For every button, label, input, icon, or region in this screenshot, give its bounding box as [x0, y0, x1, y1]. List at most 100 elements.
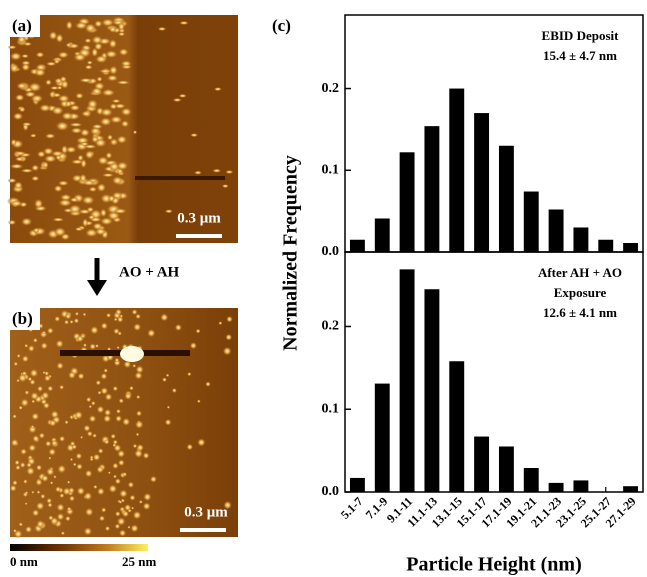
bar — [374, 218, 390, 252]
afm-grain — [68, 122, 83, 127]
afm-grain — [100, 372, 108, 380]
afm-grain — [103, 414, 112, 423]
afm-grain — [83, 527, 93, 536]
afm-grain — [193, 170, 203, 175]
bar — [424, 289, 440, 492]
afm-grain — [190, 133, 199, 138]
colorbar-label: 25 nm — [122, 554, 156, 569]
afm-grain — [74, 21, 88, 30]
afm-grain — [56, 362, 64, 370]
afm-grain — [89, 457, 94, 462]
bar — [424, 126, 440, 252]
afm-grain — [105, 151, 113, 159]
afm-grain — [115, 308, 122, 316]
afm-grain — [120, 120, 130, 128]
afm-grain — [106, 74, 119, 82]
afm-grain — [44, 370, 50, 376]
afm-grain — [65, 146, 77, 154]
afm-grain — [66, 480, 71, 484]
afm-grain — [12, 112, 24, 121]
afm-grain — [84, 507, 94, 517]
afm-grain — [135, 365, 144, 374]
afm-grain — [138, 499, 143, 504]
afm-grain — [117, 21, 125, 32]
afm-grain — [95, 379, 102, 386]
afm-grain — [135, 313, 141, 320]
afm-grain — [84, 38, 92, 44]
afm-grain — [35, 464, 43, 471]
afm-grain — [16, 34, 27, 45]
bar — [349, 477, 365, 492]
afm-grain — [223, 500, 232, 510]
afm-grain — [86, 206, 95, 213]
afm-grain — [113, 474, 117, 479]
afm-grain — [89, 343, 97, 350]
afm-grain — [100, 322, 108, 330]
afm-grain — [35, 51, 45, 58]
afm-grain — [76, 463, 83, 470]
afm-grain — [77, 372, 85, 380]
afm-grain — [132, 510, 142, 520]
afm-grain — [9, 52, 22, 61]
afm-grain — [92, 453, 101, 462]
afm-grain — [31, 412, 40, 421]
afm-grain — [45, 61, 57, 67]
afm-grain — [96, 183, 107, 193]
afm-grain — [189, 342, 197, 350]
afm-grain — [99, 117, 113, 127]
afm-grain — [124, 503, 132, 512]
afm-grain — [26, 462, 32, 468]
afm-grain — [112, 385, 119, 392]
afm-grain — [31, 490, 35, 494]
afm-grain — [50, 410, 59, 419]
bar — [449, 361, 465, 492]
afm-grain — [20, 168, 34, 173]
afm-grain — [162, 377, 167, 383]
afm-grain — [117, 32, 126, 37]
afm-grain — [89, 216, 103, 223]
afm-grain — [186, 443, 194, 451]
afm-grain — [114, 510, 121, 517]
afm-grain — [171, 387, 177, 394]
afm-grain — [178, 93, 187, 98]
afm-grain — [58, 435, 66, 442]
afm-grain — [55, 121, 70, 132]
afm-grain — [46, 327, 54, 335]
afm-grain — [18, 106, 26, 113]
afm-grain — [62, 487, 71, 496]
afm-grain — [195, 328, 201, 334]
afm-grain — [14, 156, 25, 162]
afm-grain — [66, 506, 72, 512]
afm-grain — [24, 343, 29, 348]
afm-grain — [54, 315, 61, 322]
afm-grain — [28, 443, 37, 452]
afm-grain — [129, 494, 136, 501]
afm-grain — [121, 510, 130, 518]
afm-grain — [222, 346, 232, 356]
afm-grain — [124, 392, 133, 400]
afm-grain — [97, 390, 102, 395]
afm-grain — [80, 158, 87, 169]
afm-grain — [59, 75, 67, 83]
afm-grain — [116, 517, 126, 526]
y-tick-label: 0.1 — [322, 401, 340, 416]
afm-grain — [197, 399, 201, 404]
afm-grain — [101, 18, 115, 27]
afm-grain — [116, 346, 120, 350]
label-bg — [10, 15, 40, 37]
afm-grain — [212, 168, 222, 173]
afm-grain — [218, 321, 223, 326]
arrow-head — [87, 280, 107, 296]
afm-grain — [55, 339, 64, 348]
annotation: EBID Deposit — [542, 28, 620, 43]
afm-grain — [225, 333, 233, 341]
afm-grain — [10, 138, 17, 146]
afm-grain — [120, 60, 132, 67]
afm-grain — [84, 64, 93, 70]
afm-grain — [82, 343, 87, 348]
bar — [498, 145, 514, 252]
afm-grain — [7, 219, 17, 226]
afm-grain — [33, 198, 44, 209]
afm-grain — [15, 464, 21, 471]
afm-grain — [75, 92, 84, 100]
